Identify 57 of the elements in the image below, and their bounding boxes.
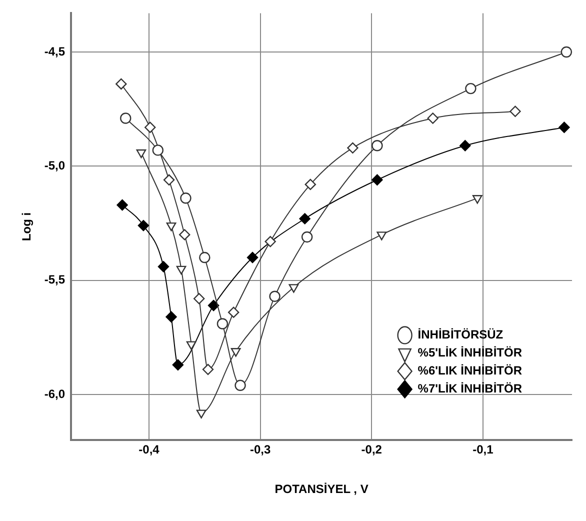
point [166,222,176,232]
y-tick-label: -5,0 [44,158,66,172]
point [166,311,177,322]
y-tick-label: -6,0 [44,386,66,401]
point [376,232,387,240]
point [180,192,192,204]
legend-label: %7'LİK İNHİBİTÖR [418,382,522,396]
point [216,318,228,330]
point [234,380,246,391]
point [179,229,190,240]
point [199,252,210,264]
point [372,174,383,186]
point [172,359,184,370]
point [269,290,280,302]
x-tick-label: -0,3 [250,442,271,457]
point [264,236,276,248]
point [193,293,205,304]
point [560,46,572,58]
point [163,174,175,186]
point [202,364,214,376]
point [144,122,156,133]
point [158,261,170,272]
point [152,144,164,156]
point [116,78,127,90]
point [510,106,521,117]
x-tick-label: -0,4 [138,442,160,457]
y-tick-label: -4,5 [44,44,66,58]
legend-label: %5'LİK İNHİBİTÖR [418,346,522,360]
point [472,195,482,204]
point [230,348,241,357]
legend-label: %6'LIK İNHİBİTÖR [418,364,522,378]
legend-label: İNHİBİTÖRSÜZ [418,328,504,342]
point [120,112,132,124]
point [138,220,150,232]
point [465,82,476,94]
point [372,140,383,152]
y-tick-label: -5,5 [44,272,66,287]
point [288,284,299,293]
point [136,149,146,158]
point [558,122,570,133]
point [246,252,258,264]
x-axis-title: POTANSİYEL , V [274,482,368,496]
point [208,300,220,312]
point [347,142,358,154]
point [427,112,438,124]
point [460,140,471,152]
point [186,341,196,350]
point [299,213,310,224]
point [228,306,240,318]
x-tick-label: -0,1 [472,442,494,457]
point [176,266,186,275]
point [116,199,128,211]
point [304,178,316,190]
y-axis-title: Log i [20,212,34,242]
point [301,231,313,243]
point [196,410,206,418]
x-tick-label: -0,2 [361,442,382,457]
